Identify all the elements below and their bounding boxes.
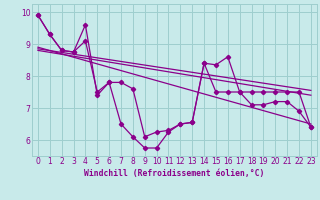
X-axis label: Windchill (Refroidissement éolien,°C): Windchill (Refroidissement éolien,°C) — [84, 169, 265, 178]
